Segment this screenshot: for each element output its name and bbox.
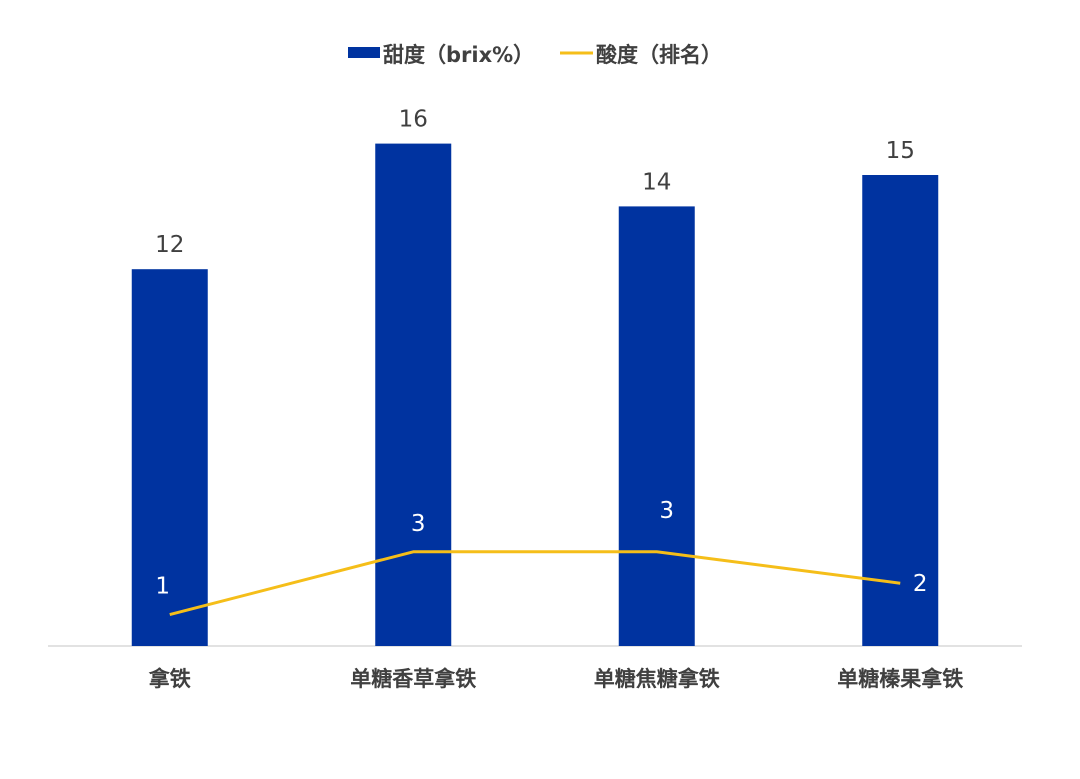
x-axis-tick-labels: 拿铁 单糖香草拿铁 单糖焦糖拿铁 单糖榛果拿铁 [148, 667, 964, 691]
x-tick-label: 单糖榛果拿铁 [837, 667, 963, 691]
x-tick-label: 单糖焦糖拿铁 [594, 667, 720, 691]
bar-value-label: 14 [642, 169, 671, 195]
bar-value-label: 15 [886, 138, 915, 164]
legend-label-acidity: 酸度（排名） [596, 43, 722, 67]
bar-value-label: 16 [399, 107, 428, 133]
bar [862, 175, 939, 646]
line-value-label: 1 [155, 574, 170, 600]
bar [618, 206, 695, 646]
data-labels: 12 16 14 15 1 3 3 2 [155, 107, 927, 600]
bar [131, 269, 208, 646]
line-value-label: 2 [913, 571, 928, 597]
bar [375, 143, 452, 646]
line-value-label: 3 [659, 498, 674, 524]
line-series-acidity [169, 550, 901, 617]
x-tick-label: 单糖香草拿铁 [350, 667, 476, 691]
legend: 甜度（brix%） 酸度（排名） [348, 43, 722, 67]
acidity-line [169, 550, 901, 617]
bar-value-label: 12 [155, 232, 184, 258]
x-tick-label: 拿铁 [148, 667, 191, 691]
bar-series-sweetness [131, 143, 939, 646]
legend-swatch-sweetness [348, 47, 380, 58]
line-value-label: 3 [411, 511, 426, 537]
legend-label-sweetness: 甜度（brix%） [383, 43, 534, 67]
